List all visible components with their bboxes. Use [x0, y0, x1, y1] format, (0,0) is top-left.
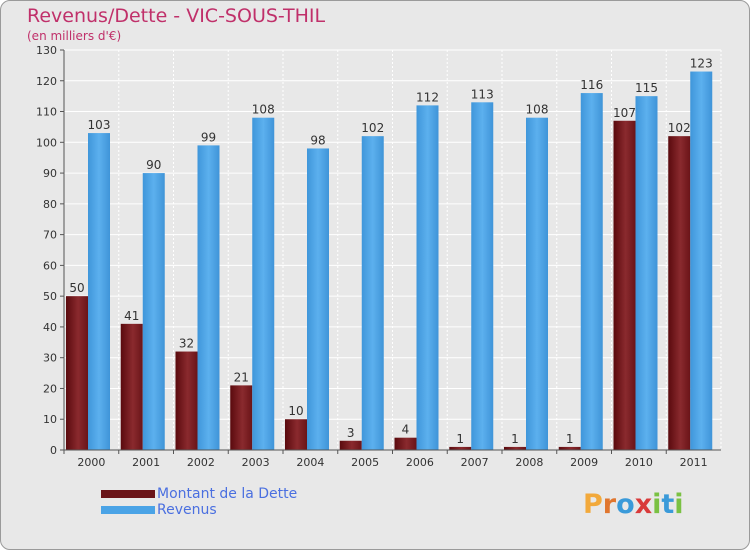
y-tick-label: 130 — [36, 44, 57, 57]
proxiti-logo: Proxiti — [583, 489, 684, 520]
y-tick-label: 80 — [43, 198, 57, 211]
bar-dette — [613, 120, 636, 451]
y-tick-label: 40 — [43, 321, 57, 334]
x-tick-label: 2008 — [515, 456, 543, 469]
logo-letter: x — [634, 489, 653, 520]
x-tick-label: 2006 — [406, 456, 434, 469]
data-label-dette: 21 — [234, 370, 249, 384]
x-axis: 2000 2001 2002 2003 2004 2005 2006 2007 2008 2009… — [63, 449, 721, 469]
x-tick-label: 2003 — [242, 456, 270, 469]
bar-revenus — [635, 96, 658, 451]
chart-subtitle: (en milliers d'€) — [27, 29, 122, 43]
data-label-dette: 1 — [511, 432, 519, 446]
logo-letter: t — [661, 489, 675, 520]
logo-letter: r — [602, 489, 617, 520]
y-tick-label: 10 — [43, 413, 57, 426]
bar-revenus — [690, 71, 713, 451]
logo-letter: i — [674, 489, 684, 520]
bar-dette — [449, 446, 472, 450]
bar-revenus — [361, 136, 384, 450]
grid-lines — [63, 49, 722, 451]
y-tick-label: 50 — [43, 290, 57, 303]
data-label-revenus: 90 — [146, 158, 161, 172]
data-label-revenus: 108 — [526, 103, 549, 117]
y-axis: 0 10 20 30 40 50 60 70 80 90 100 110 120 130 — [36, 44, 65, 457]
data-label-dette: 50 — [69, 281, 84, 295]
bar-dette — [175, 351, 198, 450]
bar-revenus — [197, 145, 220, 450]
legend-label-dette: Montant de la Dette — [157, 486, 298, 502]
y-tick-label: 20 — [43, 382, 57, 395]
bars — [66, 71, 713, 451]
data-label-dette: 4 — [402, 423, 410, 437]
x-tick-label: 2010 — [625, 456, 653, 469]
bar-dette — [120, 323, 143, 450]
y-tick-label: 110 — [36, 106, 57, 119]
data-label-revenus: 108 — [252, 103, 275, 117]
bar-dette — [504, 446, 526, 450]
data-label-dette: 41 — [124, 309, 139, 323]
bar-revenus — [307, 148, 329, 450]
bar-revenus — [471, 102, 494, 451]
y-tick-label: 30 — [43, 352, 57, 365]
logo-letter: i — [652, 489, 662, 520]
x-tick-label: 2002 — [187, 456, 215, 469]
data-label-revenus: 112 — [416, 90, 439, 104]
data-label-revenus: 98 — [310, 133, 325, 147]
x-tick-label: 2011 — [680, 456, 708, 469]
data-label-dette: 107 — [613, 106, 636, 120]
y-tick-label: 90 — [43, 167, 57, 180]
bar-revenus — [88, 133, 110, 451]
legend-swatch-revenus — [101, 506, 155, 514]
x-tick-label: 2009 — [570, 456, 598, 469]
bar-revenus — [416, 105, 439, 450]
y-tick-label: 60 — [43, 259, 57, 272]
data-label-revenus: 123 — [690, 57, 713, 71]
data-label-dette: 102 — [668, 121, 691, 135]
logo-letter: P — [583, 489, 603, 520]
bar-dette — [285, 419, 307, 450]
bar-dette — [66, 296, 88, 450]
chart-title: Revenus/Dette - VIC-SOUS-THIL — [27, 5, 326, 27]
y-tick-label: 100 — [36, 136, 57, 149]
bar-revenus — [142, 173, 165, 451]
x-tick-label: 2001 — [132, 456, 160, 469]
bar-revenus — [252, 117, 275, 450]
x-tick-label: 2004 — [296, 456, 324, 469]
x-tick-label: 2005 — [351, 456, 379, 469]
x-tick-label: 2007 — [461, 456, 489, 469]
bar-dette — [394, 437, 417, 450]
data-label-revenus: 113 — [471, 87, 494, 101]
legend-swatch-dette — [101, 490, 155, 498]
logo-letter: o — [616, 489, 635, 520]
data-label-revenus: 116 — [580, 78, 603, 92]
data-label-revenus: 102 — [361, 121, 384, 135]
data-label-dette: 10 — [288, 404, 303, 418]
data-label-revenus: 103 — [88, 118, 111, 132]
data-label-dette: 1 — [456, 432, 464, 446]
data-label-dette: 3 — [347, 426, 355, 440]
bar-dette — [558, 446, 581, 450]
bar-dette — [339, 440, 362, 450]
data-label-dette: 1 — [566, 432, 574, 446]
y-tick-label: 70 — [43, 229, 57, 242]
legend-label-revenus: Revenus — [157, 502, 217, 518]
data-label-revenus: 99 — [201, 130, 216, 144]
bar-dette — [230, 385, 253, 450]
y-tick-label: 0 — [50, 444, 57, 457]
data-label-revenus: 115 — [635, 81, 658, 95]
bar-revenus — [526, 117, 548, 450]
bar-revenus — [580, 93, 603, 451]
x-tick-label: 2000 — [77, 456, 105, 469]
data-label-dette: 32 — [179, 337, 194, 351]
y-tick-label: 120 — [36, 75, 57, 88]
bar-dette — [668, 136, 691, 450]
